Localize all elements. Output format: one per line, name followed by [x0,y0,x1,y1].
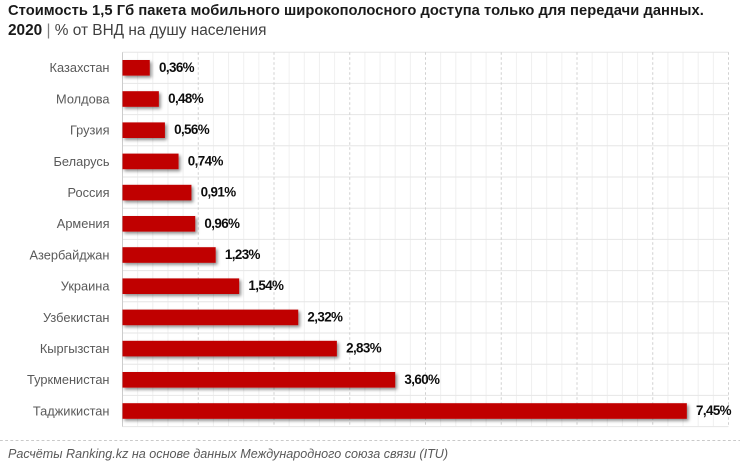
svg-text:Азербайджан: Азербайджан [29,247,109,262]
svg-text:Кыргызстан: Кыргызстан [40,341,110,356]
svg-text:1,54%: 1,54% [248,278,284,293]
svg-text:2,32%: 2,32% [307,309,343,324]
svg-text:1,23%: 1,23% [225,247,261,262]
svg-text:7,45%: 7,45% [696,403,732,418]
svg-text:Беларусь: Беларусь [54,154,110,169]
svg-text:Молдова: Молдова [56,91,110,106]
svg-text:3,60%: 3,60% [404,372,440,387]
svg-text:0,91%: 0,91% [201,185,237,200]
svg-text:Армения: Армения [57,216,110,231]
svg-text:Узбекистан: Узбекистан [43,310,109,325]
svg-text:Украина: Украина [61,279,111,294]
svg-text:0,96%: 0,96% [204,216,240,231]
svg-text:Таджикистан: Таджикистан [33,403,110,418]
svg-text:0,48%: 0,48% [168,91,204,106]
svg-text:Казахстан: Казахстан [50,60,110,75]
svg-text:0,36%: 0,36% [159,60,195,75]
svg-text:2,83%: 2,83% [346,341,382,356]
svg-text:Туркменистан: Туркменистан [27,372,110,387]
svg-text:Россия: Россия [68,185,110,200]
svg-text:Грузия: Грузия [70,123,110,138]
svg-text:0,74%: 0,74% [188,153,224,168]
svg-text:0,56%: 0,56% [174,122,210,137]
